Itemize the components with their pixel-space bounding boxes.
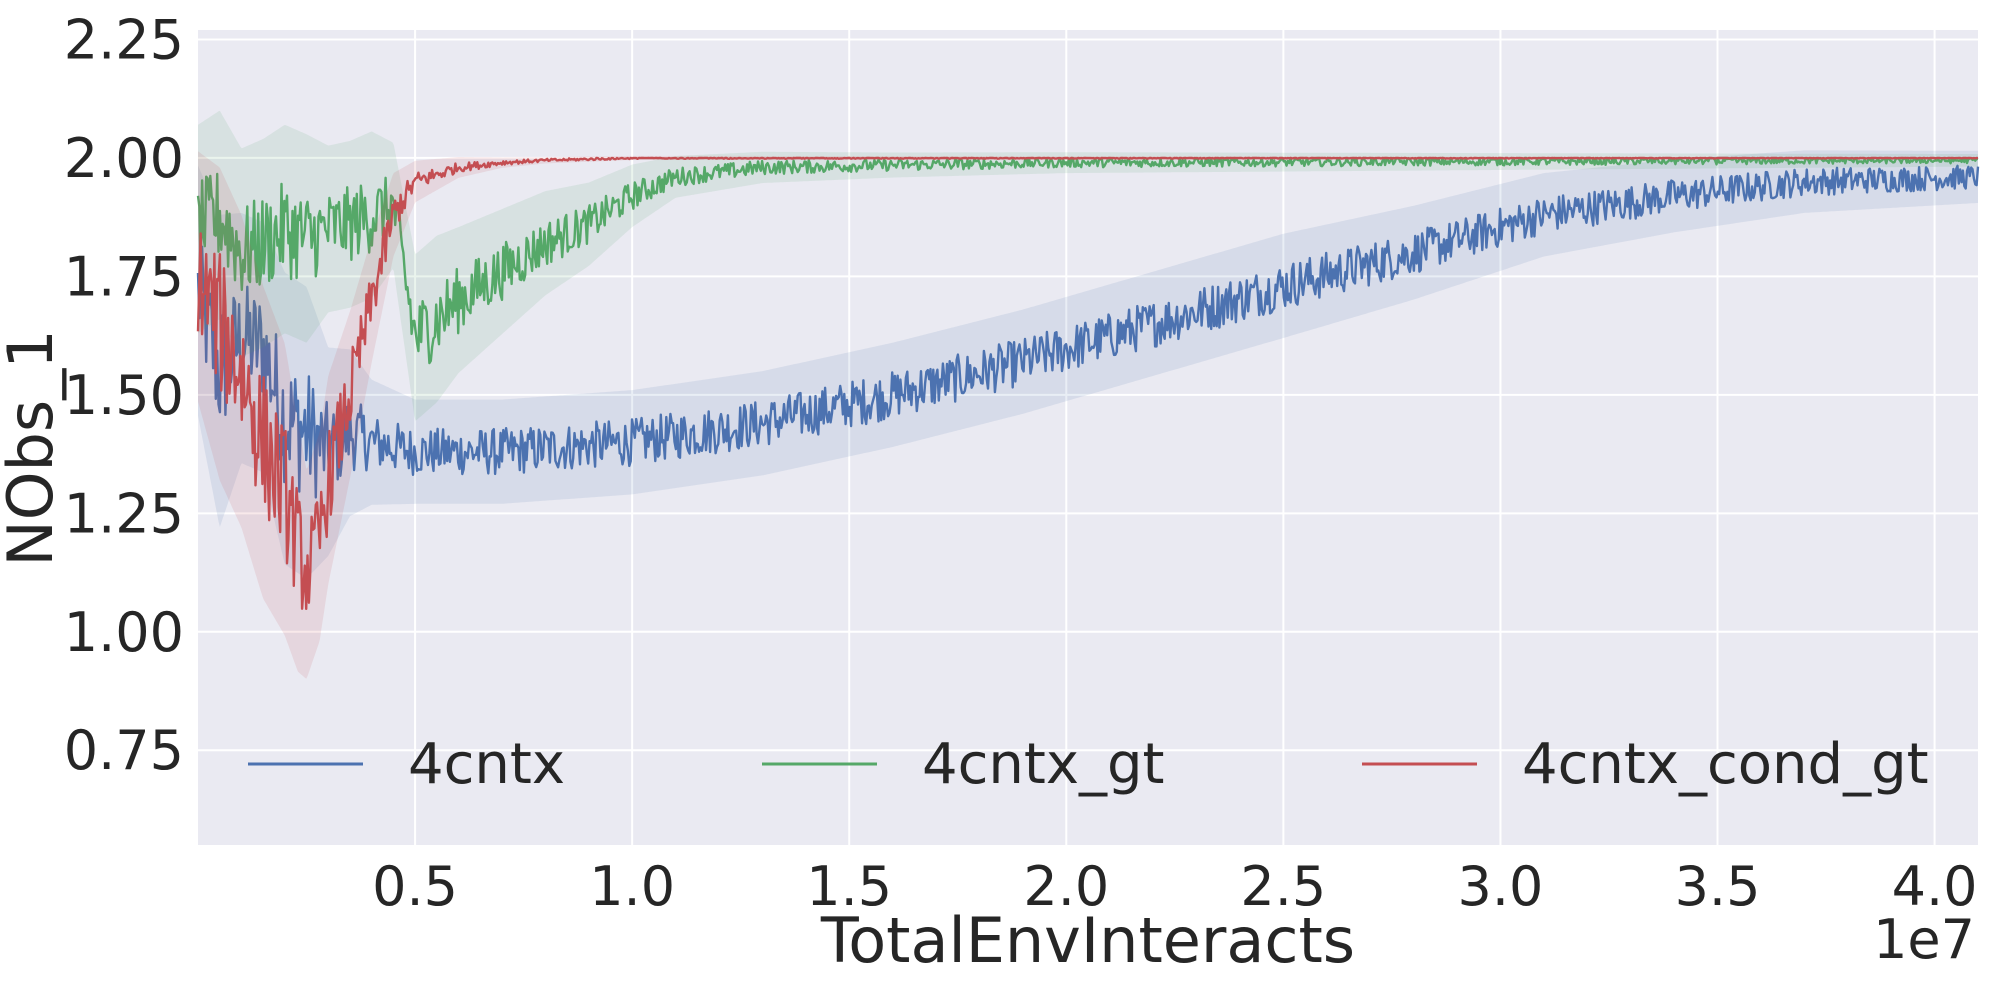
y-axis-label: NObs_1 — [0, 329, 67, 566]
y-tick-label: 1.50 — [64, 364, 184, 427]
legend-label: 4cntx_cond_gt — [1522, 732, 1929, 797]
series-line — [196, 156, 1979, 610]
series-band — [198, 110, 1978, 421]
x-tick-label: 2.5 — [1240, 855, 1326, 918]
y-tick-label: 0.75 — [64, 719, 184, 782]
y-axis-ticks: 0.75 1.00 1.25 1.50 1.75 2.00 2.25 — [64, 8, 184, 782]
x-axis-ticks: 0.5 1.0 1.5 2.0 2.5 3.0 3.5 4.0 — [372, 855, 1977, 918]
x-tick-label: 1.0 — [589, 855, 675, 918]
series-band — [198, 150, 1978, 579]
x-tick-label: 3.0 — [1457, 855, 1543, 918]
y-tick-label: 1.00 — [64, 601, 184, 664]
x-axis-label: TotalEnvInteracts — [820, 904, 1355, 977]
series-layer — [196, 110, 1980, 679]
x-axis-offset: 1e7 — [1873, 908, 1975, 971]
series-4cntx_cond_gt — [196, 151, 1979, 679]
y-tick-label: 1.25 — [64, 482, 184, 545]
series-line — [196, 156, 1979, 365]
series-line — [196, 164, 1980, 499]
series-4cntx — [196, 150, 1980, 579]
x-tick-label: 2.0 — [1023, 855, 1109, 918]
x-tick-label: 1.5 — [806, 855, 892, 918]
series-4cntx_gt — [196, 110, 1979, 421]
legend: 4cntx 4cntx_gt 4cntx_cond_gt — [248, 732, 1929, 797]
legend-label: 4cntx — [408, 732, 565, 797]
x-tick-label: 0.5 — [372, 855, 458, 918]
y-tick-label: 2.25 — [64, 8, 184, 71]
grid — [198, 30, 1978, 845]
y-tick-label: 2.00 — [64, 127, 184, 190]
x-tick-label: 4.0 — [1892, 855, 1978, 918]
y-tick-label: 1.75 — [64, 245, 184, 308]
legend-label: 4cntx_gt — [922, 732, 1165, 797]
x-tick-label: 3.5 — [1675, 855, 1761, 918]
